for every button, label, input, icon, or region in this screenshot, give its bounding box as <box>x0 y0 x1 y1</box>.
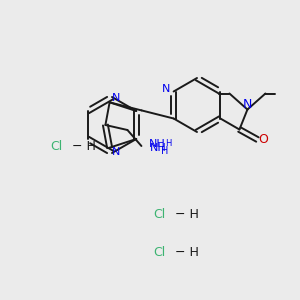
Text: NH: NH <box>149 143 166 153</box>
Text: N: N <box>243 98 252 111</box>
Text: H: H <box>161 146 169 156</box>
Text: Cl: Cl <box>50 140 62 154</box>
Text: Cl: Cl <box>153 245 165 259</box>
Text: N: N <box>162 83 171 94</box>
Text: N: N <box>112 147 120 157</box>
Text: − H: − H <box>171 208 199 221</box>
Text: O: O <box>259 133 269 146</box>
Text: NH: NH <box>148 139 165 149</box>
Text: N: N <box>112 93 120 103</box>
Text: − H: − H <box>68 140 96 154</box>
Text: H: H <box>165 139 172 148</box>
Text: − H: − H <box>171 245 199 259</box>
Text: Cl: Cl <box>153 208 165 221</box>
